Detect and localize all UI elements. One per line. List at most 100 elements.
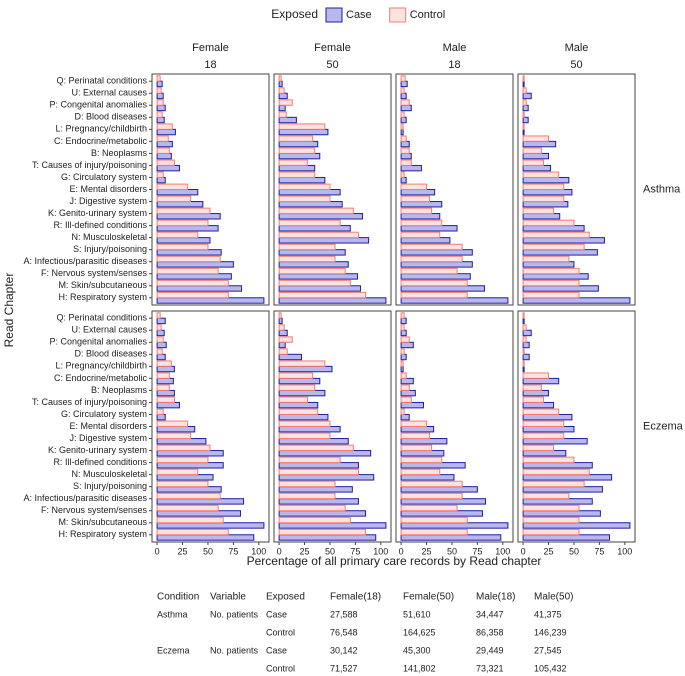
legend-swatch [325,7,343,23]
bar [522,231,590,239]
bar [156,135,169,142]
bar [522,183,565,190]
y-tick-label: D: Blood diseases [74,112,147,122]
bar [278,534,377,541]
bar [400,324,405,331]
bar [522,99,527,106]
panel-border [395,73,514,306]
bar [278,317,283,325]
bar [156,341,167,349]
x-tick-label: 50 [569,546,579,556]
bar [522,432,565,440]
bar [278,297,387,304]
bar [278,128,329,136]
row-strip-label: Eczema [643,420,684,432]
bar [278,468,359,476]
bar [278,201,343,208]
bar [278,456,341,464]
bar [522,420,565,427]
strip-label: 50 [326,59,338,71]
bar [278,249,346,256]
bar [400,372,407,379]
x-tick-label: 100 [495,546,510,556]
bar [522,285,599,292]
bar [400,116,407,124]
y-axis-title: Read Chapter [2,273,16,348]
table-header: Exposed [266,592,305,603]
y-tick-label: U: External causes [71,325,147,335]
bar [522,164,552,172]
table-cell: 146,239 [534,627,567,637]
table-cell: No. patients [210,645,259,655]
bar [400,504,458,512]
bar [278,336,293,343]
bar [522,456,575,464]
bar [400,498,487,505]
bar [156,468,199,476]
bar [400,92,407,100]
bar [522,237,605,244]
table-cell: 41,375 [534,609,562,619]
bar [400,401,424,409]
bar [156,75,161,82]
bar [400,164,422,172]
bar [522,243,585,251]
bar [400,534,502,541]
bar [522,492,570,500]
bar [278,444,354,452]
bar [522,462,593,469]
bar [156,213,221,220]
x-tick-label: 25 [422,546,432,556]
bar [156,360,172,367]
bar [156,372,170,379]
bar [278,401,319,409]
table-cell: 86,358 [476,627,504,637]
x-tick-label: 25 [178,546,188,556]
bar [156,522,265,529]
bar [278,377,321,385]
y-tick-label: F: Nervous system/senses [41,268,148,278]
bar [400,123,404,130]
bar [522,123,525,130]
bar [156,243,209,251]
y-tick-label: P: Congenital anomalies [49,337,147,347]
y-tick-label: A: Infectious/parasitic diseases [23,256,147,266]
bar [400,219,443,227]
strip-label: Male [443,42,467,54]
bar [156,401,180,409]
bar [400,365,404,373]
table-cell: 45,300 [403,645,431,655]
table-cell: 71,527 [330,663,358,673]
bar [156,486,222,493]
y-tick-label: R: Ill-defined conditions [53,220,147,230]
bar [278,219,341,227]
bar [278,480,336,488]
bar [278,450,372,457]
bar [522,273,589,280]
bar [522,255,570,263]
bar [400,80,408,88]
bar [156,348,163,355]
bar [278,189,341,196]
bar [400,317,407,325]
bar [522,92,532,100]
x-tick-label: 0 [399,546,404,556]
bar [400,195,431,203]
bar [278,116,297,124]
bar [156,498,245,505]
strip-label: Male [565,42,589,54]
bar [400,377,414,385]
bar [156,420,189,427]
bar [522,279,580,287]
bar [156,164,180,172]
y-tick-label: J: Digestive system [69,196,147,206]
bar [278,291,367,299]
bar [400,104,412,112]
y-tick-label: H: Respiratory system [58,292,147,302]
y-tick-label: K: Genito-urinary system [48,445,147,455]
bar [278,213,364,220]
bar [522,336,527,343]
bar [278,504,346,512]
y-tick-label: E: Mental disorders [69,421,147,431]
y-tick-label: C: Endocrine/metabolic [54,136,148,146]
